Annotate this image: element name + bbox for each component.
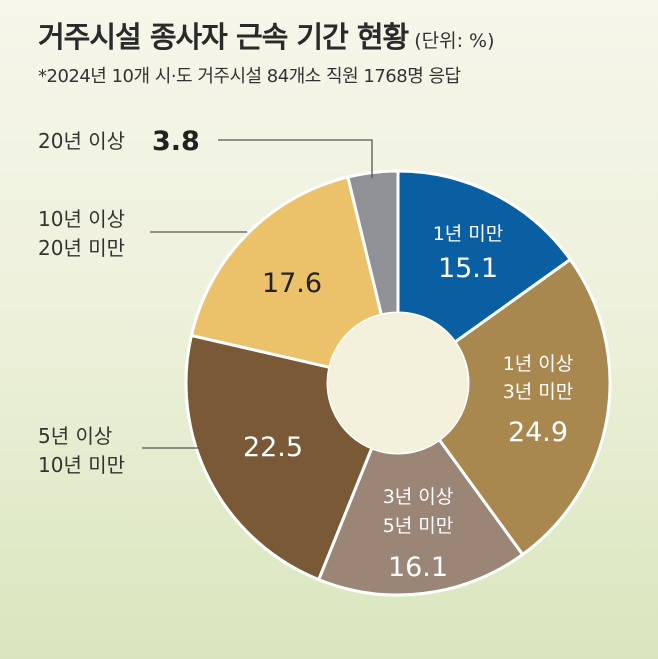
label-s3-line1: 5년 이상 bbox=[38, 424, 112, 448]
value-s0: 15.1 bbox=[438, 253, 498, 284]
value-s1: 24.9 bbox=[508, 417, 568, 448]
chart-title: 거주시설 종사자 근속 기간 현황 bbox=[38, 20, 409, 54]
chart-subtitle: *2024년 10개 시·도 거주시설 84개소 직원 1768명 응답 bbox=[38, 66, 461, 87]
donut-hole bbox=[328, 313, 468, 453]
label-s4-line2: 20년 미만 bbox=[38, 236, 125, 260]
leader-line-s5 bbox=[218, 139, 373, 178]
label-s2-line1: 3년 이상 bbox=[383, 486, 454, 508]
value-s3: 22.5 bbox=[243, 432, 303, 463]
label-s3-line2: 10년 미만 bbox=[38, 453, 125, 477]
label-s1-line2: 3년 미만 bbox=[503, 381, 574, 403]
label-s2-line2: 5년 미만 bbox=[383, 515, 454, 537]
value-s2: 16.1 bbox=[388, 552, 448, 583]
value-s4: 17.6 bbox=[262, 268, 322, 299]
chart-header: 거주시설 종사자 근속 기간 현황 (단위: %) bbox=[38, 14, 495, 56]
value-s5: 3.8 bbox=[152, 126, 200, 157]
label-s5-line1: 20년 이상 bbox=[38, 129, 125, 153]
label-s0-line1: 1년 미만 bbox=[433, 223, 504, 245]
label-s1-line1: 1년 이상 bbox=[503, 353, 574, 375]
unit-note: (단위: %) bbox=[414, 30, 495, 52]
label-s4-line1: 10년 이상 bbox=[38, 207, 125, 231]
